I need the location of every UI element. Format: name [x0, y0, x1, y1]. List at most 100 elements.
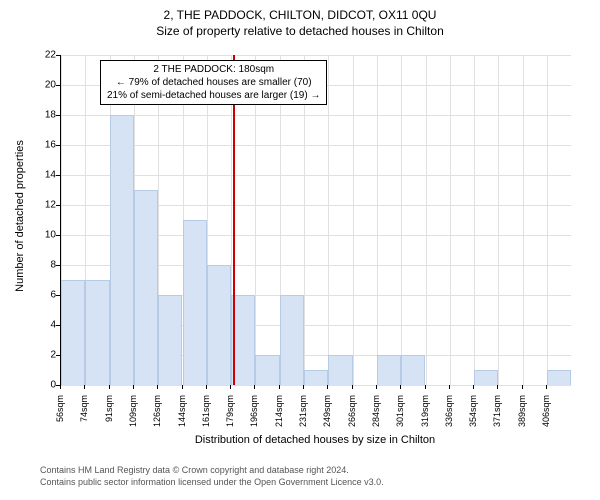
y-tick-label: 10 [45, 230, 56, 241]
y-axis-label: Number of detached properties [14, 126, 26, 306]
x-tick-mark [473, 385, 474, 389]
gridline-horizontal [61, 55, 571, 56]
x-tick-label: 74sqm [79, 395, 89, 435]
x-tick-mark [230, 385, 231, 389]
chart-container: { "title_line1": "2, THE PADDOCK, CHILTO… [0, 0, 600, 500]
footer-line1: Contains HM Land Registry data © Crown c… [40, 465, 384, 477]
footer-attribution: Contains HM Land Registry data © Crown c… [40, 465, 384, 488]
y-tick-mark [56, 85, 60, 86]
x-tick-mark [157, 385, 158, 389]
x-tick-mark [546, 385, 547, 389]
y-tick-mark [56, 115, 60, 116]
x-axis-label: Distribution of detached houses by size … [60, 434, 570, 446]
histogram-bar [158, 295, 182, 385]
y-tick-mark [56, 235, 60, 236]
x-tick-mark [182, 385, 183, 389]
histogram-bar [183, 220, 207, 385]
gridline-horizontal [61, 145, 571, 146]
x-tick-mark [352, 385, 353, 389]
x-tick-label: 161sqm [201, 395, 211, 435]
y-tick-mark [56, 265, 60, 266]
gridline-horizontal [61, 115, 571, 116]
y-tick-mark [56, 355, 60, 356]
histogram-bar [61, 280, 85, 385]
x-tick-mark [206, 385, 207, 389]
x-tick-mark [400, 385, 401, 389]
y-tick-label: 16 [45, 140, 56, 151]
x-tick-mark [449, 385, 450, 389]
annotation-line3: 21% of semi-detached houses are larger (… [107, 89, 320, 102]
annotation-line1: 2 THE PADDOCK: 180sqm [107, 63, 320, 76]
x-tick-label: 266sqm [347, 395, 357, 435]
x-tick-label: 144sqm [177, 395, 187, 435]
x-tick-label: 179sqm [225, 395, 235, 435]
x-tick-mark [303, 385, 304, 389]
histogram-bar [304, 370, 328, 385]
x-tick-mark [84, 385, 85, 389]
histogram-bar [547, 370, 571, 385]
gridline-horizontal [61, 175, 571, 176]
x-tick-label: 196sqm [249, 395, 259, 435]
x-tick-label: 354sqm [468, 395, 478, 435]
x-tick-label: 249sqm [322, 395, 332, 435]
x-tick-label: 284sqm [371, 395, 381, 435]
histogram-bar [401, 355, 425, 385]
gridline-vertical [353, 55, 354, 385]
x-tick-mark [376, 385, 377, 389]
x-tick-mark [60, 385, 61, 389]
histogram-bar [255, 355, 279, 385]
y-tick-mark [56, 145, 60, 146]
y-tick-label: 14 [45, 170, 56, 181]
gridline-vertical [377, 55, 378, 385]
histogram-bar [134, 190, 158, 385]
x-tick-mark [254, 385, 255, 389]
x-tick-label: 109sqm [128, 395, 138, 435]
y-tick-label: 18 [45, 110, 56, 121]
y-tick-label: 12 [45, 200, 56, 211]
gridline-vertical [547, 55, 548, 385]
gridline-vertical [523, 55, 524, 385]
annotation-box: 2 THE PADDOCK: 180sqm← 79% of detached h… [100, 60, 327, 105]
gridline-vertical [474, 55, 475, 385]
footer-line2: Contains public sector information licen… [40, 477, 384, 489]
histogram-bar [328, 355, 352, 385]
histogram-bar [207, 265, 231, 385]
x-tick-mark [109, 385, 110, 389]
x-tick-label: 301sqm [395, 395, 405, 435]
x-tick-mark [279, 385, 280, 389]
x-tick-mark [327, 385, 328, 389]
histogram-bar [474, 370, 498, 385]
histogram-bar [377, 355, 401, 385]
x-tick-label: 406sqm [541, 395, 551, 435]
gridline-horizontal [61, 385, 571, 386]
x-tick-label: 336sqm [444, 395, 454, 435]
gridline-vertical [401, 55, 402, 385]
x-tick-label: 371sqm [492, 395, 502, 435]
y-tick-label: 22 [45, 50, 56, 61]
x-tick-label: 91sqm [104, 395, 114, 435]
y-tick-mark [56, 55, 60, 56]
histogram-bar [280, 295, 304, 385]
x-tick-label: 214sqm [274, 395, 284, 435]
x-tick-label: 319sqm [420, 395, 430, 435]
histogram-bar [110, 115, 134, 385]
y-tick-mark [56, 175, 60, 176]
x-tick-label: 231sqm [298, 395, 308, 435]
y-tick-mark [56, 205, 60, 206]
x-tick-label: 56sqm [55, 395, 65, 435]
y-tick-mark [56, 295, 60, 296]
x-tick-label: 389sqm [517, 395, 527, 435]
gridline-vertical [450, 55, 451, 385]
x-tick-mark [522, 385, 523, 389]
x-tick-mark [133, 385, 134, 389]
x-tick-mark [497, 385, 498, 389]
gridline-vertical [328, 55, 329, 385]
y-tick-label: 20 [45, 80, 56, 91]
annotation-line2: ← 79% of detached houses are smaller (70… [107, 76, 320, 89]
chart-title-line1: 2, THE PADDOCK, CHILTON, DIDCOT, OX11 0Q… [0, 8, 600, 22]
gridline-vertical [498, 55, 499, 385]
histogram-bar [85, 280, 109, 385]
gridline-vertical [426, 55, 427, 385]
x-tick-label: 126sqm [152, 395, 162, 435]
y-tick-mark [56, 325, 60, 326]
